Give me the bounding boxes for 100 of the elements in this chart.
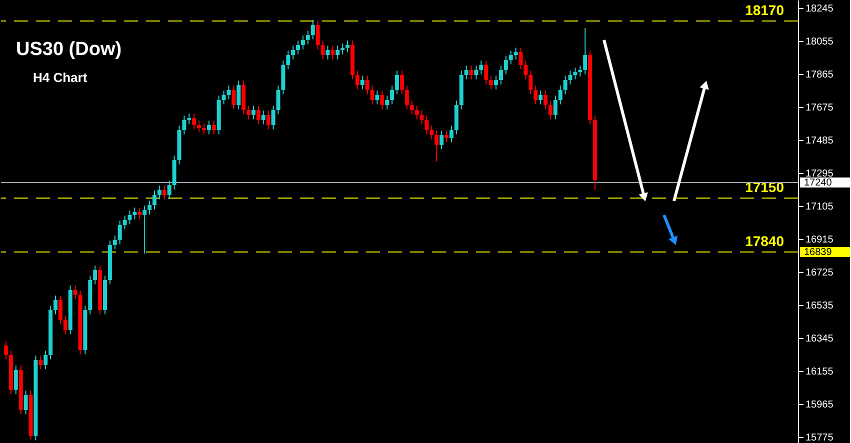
candlestick: [300, 35, 305, 50]
candlestick: [142, 205, 147, 254]
candlestick: [380, 90, 384, 110]
candlestick: [464, 65, 468, 80]
candlestick: [375, 90, 380, 105]
candlestick: [474, 65, 478, 80]
candlestick: [206, 120, 211, 135]
candlestick: [128, 210, 132, 225]
candlestick: [251, 105, 256, 120]
candlestick: [508, 50, 513, 65]
candlestick: [340, 43, 345, 55]
candlestick: [553, 95, 558, 120]
candlestick: [434, 130, 439, 162]
candlestick: [118, 220, 122, 245]
y-tick-label: 17865: [806, 69, 834, 80]
y-tick-label: 17675: [806, 102, 834, 114]
candlestick: [276, 85, 280, 115]
y-tick-label: 15965: [806, 399, 834, 410]
candlestick: [236, 80, 241, 110]
candlestick: [316, 20, 320, 50]
candlestick: [514, 47, 518, 60]
candlestick: [14, 365, 18, 395]
candlestick: [390, 85, 394, 105]
candlestick: [534, 85, 538, 105]
candlestick: [212, 120, 216, 135]
candlestick: [400, 70, 404, 95]
candlestick: [558, 85, 562, 105]
candlestick: [148, 200, 152, 215]
ref-line-label: 17240: [804, 177, 832, 188]
candlestick: [336, 45, 340, 60]
candlestick: [504, 55, 508, 75]
candlestick: [202, 123, 206, 135]
candlestick: [122, 215, 127, 230]
candlestick: [548, 100, 552, 120]
y-tick-label: 16915: [806, 234, 834, 246]
y-tick-label: 16535: [806, 300, 834, 312]
text: H4 Chart: [33, 70, 88, 85]
candlestick: [256, 105, 260, 125]
candlestick: [444, 130, 449, 143]
y-tick-label: 18245: [806, 3, 834, 14]
candlestick: [63, 315, 68, 335]
candlestick: [326, 45, 330, 60]
ref-line-label: 16839: [804, 247, 832, 258]
candlestick: [489, 75, 494, 90]
candlestick: [58, 295, 62, 325]
ref-line-label: 18170: [745, 2, 784, 18]
candlestick: [578, 65, 582, 77]
candlestick: [355, 70, 360, 90]
candlestick: [528, 70, 533, 95]
candlestick: [538, 90, 543, 105]
candlestick: [518, 47, 523, 70]
candlestick: [414, 105, 419, 120]
candlestick: [420, 110, 424, 125]
candlestick: [93, 265, 98, 285]
candlestick: [24, 390, 28, 415]
annotation: 17840: [745, 233, 784, 250]
candlestick: [424, 115, 429, 135]
candlestick: [346, 40, 350, 53]
y-tick-label: 18055: [806, 36, 834, 48]
candlestick: [138, 207, 142, 220]
candlestick: [410, 100, 414, 115]
candlestick: [152, 190, 156, 210]
candlestick: [573, 67, 578, 80]
candlestick: [524, 60, 528, 80]
y-tick-label: 17105: [806, 201, 834, 212]
y-tick-label: 16155: [806, 366, 834, 378]
candlestick: [286, 50, 290, 70]
candlestick: [261, 110, 266, 125]
candlestick: [360, 75, 364, 90]
candlestick: [112, 235, 117, 250]
candlestick: [4, 340, 8, 360]
candlestick: [484, 60, 488, 85]
candlestick: [365, 75, 370, 95]
candlestick: [266, 110, 270, 130]
candlestick: [430, 125, 434, 140]
candlestick: [385, 95, 390, 110]
candlestick: [404, 85, 409, 110]
candlestick: [246, 105, 251, 120]
candlestick: [226, 85, 231, 100]
candlestick: [291, 45, 296, 60]
candlestick: [271, 105, 276, 130]
candlestick: [583, 27, 588, 75]
y-tick-label: 16725: [806, 267, 834, 278]
candlestick: [157, 185, 162, 200]
candlestick: [494, 75, 498, 90]
candlestick: [498, 65, 503, 85]
candlestick: [222, 90, 226, 105]
y-tick-label: 16345: [806, 333, 834, 344]
candlestick: [53, 295, 58, 315]
candlestick: [469, 65, 474, 80]
candlestick: [306, 30, 310, 45]
candlestick: [73, 285, 78, 300]
candlestick: [232, 85, 236, 110]
candlestick: [395, 70, 400, 95]
candlestick: [44, 350, 48, 370]
candlestick: [38, 355, 43, 370]
candlestick: [479, 60, 484, 75]
candlestick: [192, 113, 196, 130]
candlestick: [440, 130, 444, 150]
candlestick: [563, 75, 568, 95]
